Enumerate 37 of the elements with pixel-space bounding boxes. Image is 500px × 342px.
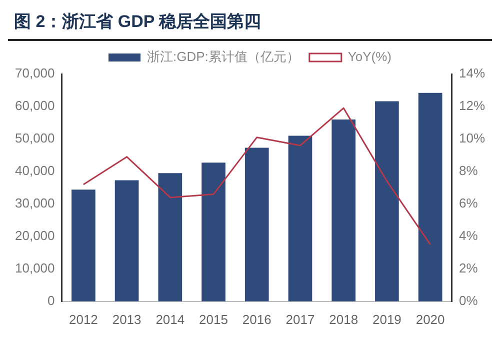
y-tick-label: 20,000 <box>14 228 55 244</box>
bar <box>202 162 226 302</box>
y2-tick-label: 6% <box>458 196 478 211</box>
bar <box>375 101 399 302</box>
x-tick-label: 2019 <box>372 312 402 327</box>
x-tick-label: 2020 <box>416 312 445 327</box>
bar <box>332 119 356 302</box>
y2-tick-label: 4% <box>458 228 478 244</box>
y-tick-label: 50,000 <box>14 130 55 146</box>
bar <box>158 173 182 302</box>
x-tick-label: 2017 <box>286 312 315 327</box>
y2-tick-label: 8% <box>458 163 478 178</box>
legend-label: YoY(%) <box>348 49 392 64</box>
y-tick-label: 60,000 <box>14 98 55 114</box>
bar <box>114 180 139 302</box>
y2-tick-label: 14% <box>458 66 486 81</box>
x-tick-label: 2013 <box>112 312 142 327</box>
y2-tick-label: 10% <box>458 130 486 146</box>
x-tick-label: 2014 <box>156 312 185 327</box>
y2-tick-label: 12% <box>458 98 486 114</box>
legend-label: 浙江:GDP:累计值（亿元） <box>147 49 300 64</box>
y-tick-label: 10,000 <box>14 260 55 276</box>
bar <box>418 92 442 302</box>
y-tick-label: 40,000 <box>14 163 55 178</box>
chart-title: 图 2：浙江省 GDP 稳居全国第四 <box>8 8 492 41</box>
x-tick-label: 2015 <box>199 312 228 327</box>
bar <box>288 136 312 302</box>
x-tick-label: 2016 <box>242 312 272 327</box>
bar <box>72 190 96 302</box>
x-tick-label: 2018 <box>329 312 358 327</box>
y2-tick-label: 0% <box>458 292 478 308</box>
y-tick-label: 0 <box>48 292 55 308</box>
y-tick-label: 70,000 <box>14 66 55 81</box>
x-tick-label: 2012 <box>68 312 98 327</box>
y2-tick-label: 2% <box>458 260 478 276</box>
bar <box>244 148 269 302</box>
y-tick-label: 30,000 <box>14 196 55 211</box>
